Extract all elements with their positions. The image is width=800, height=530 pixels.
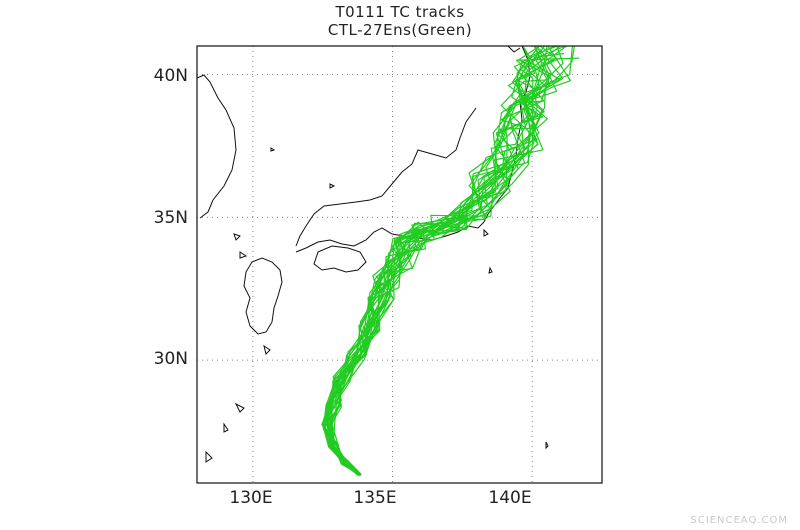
coast-shikoku: [313, 245, 367, 273]
ensemble-track: [323, 58, 555, 476]
coast-korea-islands: [233, 233, 248, 259]
ensemble-track: [329, 45, 548, 476]
ensemble-track: [328, 45, 548, 474]
coast-honshu-pacific: [295, 221, 485, 253]
ensemble-track: [328, 57, 580, 477]
ensemble-track: [330, 45, 546, 475]
map-frame: [196, 45, 603, 484]
ensemble-track: [323, 59, 538, 476]
ensemble-track: [321, 57, 561, 474]
lat-tick-label: 40N: [153, 66, 188, 86]
ensemble-track: [322, 45, 536, 475]
lon-tick-label: 135E: [353, 488, 397, 508]
lat-tick-label: 30N: [153, 349, 188, 369]
ensemble-track: [327, 45, 552, 475]
coast-kyushu: [243, 257, 283, 335]
coast-korea: [196, 74, 237, 219]
map-subtitle: CTL-27Ens(Green): [327, 21, 473, 39]
lat-tick-label: 35N: [153, 208, 188, 228]
ensemble-track: [322, 45, 566, 475]
ensemble-track: [327, 45, 552, 476]
lon-tick-label: 140E: [488, 488, 532, 508]
coast-honshu-west: [295, 107, 477, 247]
tc-tracks: [321, 45, 580, 477]
ensemble-track: [321, 45, 567, 476]
coast-islands-south: [205, 147, 549, 463]
ensemble-track: [321, 45, 550, 476]
lon-tick-label: 130E: [229, 488, 273, 508]
coast-hokkaido: [507, 45, 521, 53]
ensemble-track: [326, 45, 555, 475]
ensemble-track: [325, 45, 575, 474]
ensemble-track: [328, 45, 564, 475]
watermark: SCIENCEAQ.COM: [690, 515, 788, 526]
coastline: [196, 45, 549, 463]
map-title: T0111 TC tracks: [335, 3, 465, 21]
